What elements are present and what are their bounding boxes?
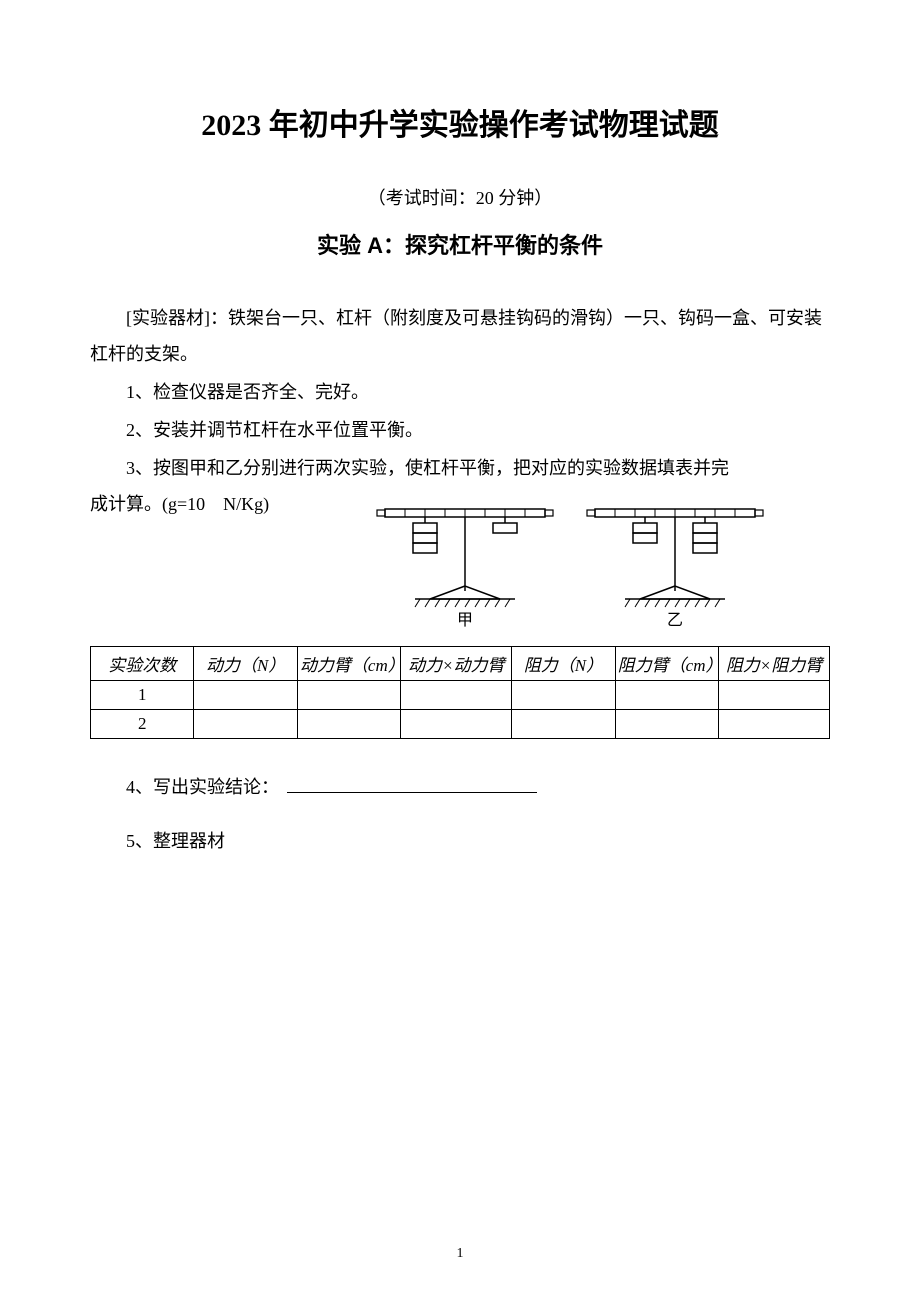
lever-diagram-right: 乙 bbox=[585, 491, 765, 631]
page-title: 2023 年初中升学实验操作考试物理试题 bbox=[90, 100, 830, 144]
cell bbox=[194, 681, 297, 710]
conclusion-blank bbox=[287, 792, 537, 793]
cell bbox=[719, 710, 830, 739]
step-2: 2、安装并调节杠杆在水平位置平衡。 bbox=[90, 412, 830, 448]
step-4: 4、写出实验结论： bbox=[90, 769, 830, 805]
header-product1: 动力×动力臂 bbox=[401, 647, 512, 681]
lever-diagrams: 甲 bbox=[269, 486, 830, 631]
cell bbox=[194, 710, 297, 739]
materials-text: [实验器材]：铁架台一只、杠杆（附刻度及可悬挂钩码的滑钩）一只、钩码一盒、可安装… bbox=[90, 300, 830, 372]
svg-text:甲: 甲 bbox=[457, 612, 473, 629]
step-3-container: 3、按图甲和乙分别进行两次实验，使杠杆平衡，把对应的实验数据填表并完 成计算。(… bbox=[90, 450, 830, 631]
data-table: 实验次数 动力（N） 动力臂（cm） 动力×动力臂 阻力（N） 阻力臂（cm） … bbox=[90, 646, 830, 739]
cell bbox=[401, 681, 512, 710]
cell bbox=[512, 681, 615, 710]
cell bbox=[719, 681, 830, 710]
header-arm: 动力臂（cm） bbox=[297, 647, 400, 681]
step-5: 5、整理器材 bbox=[90, 823, 830, 859]
cell-trial-1: 1 bbox=[91, 681, 194, 710]
exam-time: （考试时间：20 分钟） bbox=[90, 184, 830, 210]
header-force: 动力（N） bbox=[194, 647, 297, 681]
table-row: 2 bbox=[91, 710, 830, 739]
cell bbox=[297, 710, 400, 739]
page-number: 1 bbox=[0, 1246, 920, 1262]
svg-text:乙: 乙 bbox=[667, 612, 683, 629]
header-trial: 实验次数 bbox=[91, 647, 194, 681]
cell bbox=[512, 710, 615, 739]
table-row: 1 bbox=[91, 681, 830, 710]
step-4-text: 4、写出实验结论： bbox=[126, 777, 279, 797]
table-header-row: 实验次数 动力（N） 动力臂（cm） 动力×动力臂 阻力（N） 阻力臂（cm） … bbox=[91, 647, 830, 681]
cell bbox=[615, 681, 718, 710]
experiment-subtitle: 实验 A：探究杠杆平衡的条件 bbox=[90, 228, 830, 260]
step-1: 1、检查仪器是否齐全、完好。 bbox=[90, 374, 830, 410]
step-3-line1: 3、按图甲和乙分别进行两次实验，使杠杆平衡，把对应的实验数据填表并完 bbox=[90, 450, 830, 486]
cell bbox=[615, 710, 718, 739]
lever-diagram-left: 甲 bbox=[375, 491, 555, 631]
cell-trial-2: 2 bbox=[91, 710, 194, 739]
header-product2: 阻力×阻力臂 bbox=[719, 647, 830, 681]
cell bbox=[401, 710, 512, 739]
header-resist-arm: 阻力臂（cm） bbox=[615, 647, 718, 681]
step-3-line2: 成计算。(g=10 N/Kg) bbox=[90, 486, 269, 522]
cell bbox=[297, 681, 400, 710]
header-resist: 阻力（N） bbox=[512, 647, 615, 681]
